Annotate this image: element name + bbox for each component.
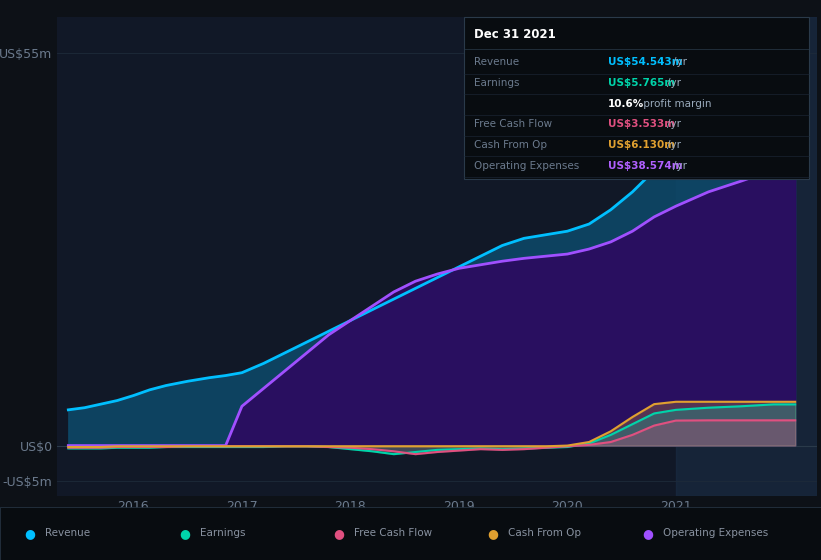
Text: profit margin: profit margin [640,99,712,109]
Text: ●: ● [642,526,653,540]
Text: US$6.130m: US$6.130m [608,140,675,150]
Text: /yr: /yr [673,57,687,67]
Text: ●: ● [25,526,35,540]
Text: /yr: /yr [667,78,681,88]
Text: US$38.574m: US$38.574m [608,161,682,171]
Text: Cash From Op: Cash From Op [508,528,581,538]
Text: Operating Expenses: Operating Expenses [474,161,579,171]
Text: ●: ● [179,526,190,540]
Text: ●: ● [333,526,344,540]
Text: Operating Expenses: Operating Expenses [663,528,768,538]
Text: Free Cash Flow: Free Cash Flow [474,119,552,129]
Text: /yr: /yr [673,161,687,171]
Text: Cash From Op: Cash From Op [474,140,547,150]
Text: Revenue: Revenue [474,57,519,67]
Text: Dec 31 2021: Dec 31 2021 [474,28,556,41]
Bar [676,17,817,496]
Text: US$3.533m: US$3.533m [608,119,675,129]
Text: 10.6%: 10.6% [608,99,644,109]
Text: /yr: /yr [667,140,681,150]
Text: /yr: /yr [667,119,681,129]
Text: US$54.543m: US$54.543m [608,57,682,67]
Text: ●: ● [488,526,498,540]
Text: Earnings: Earnings [200,528,245,538]
Text: Earnings: Earnings [474,78,519,88]
Text: US$5.765m: US$5.765m [608,78,675,88]
Text: Free Cash Flow: Free Cash Flow [354,528,432,538]
Text: Revenue: Revenue [45,528,90,538]
